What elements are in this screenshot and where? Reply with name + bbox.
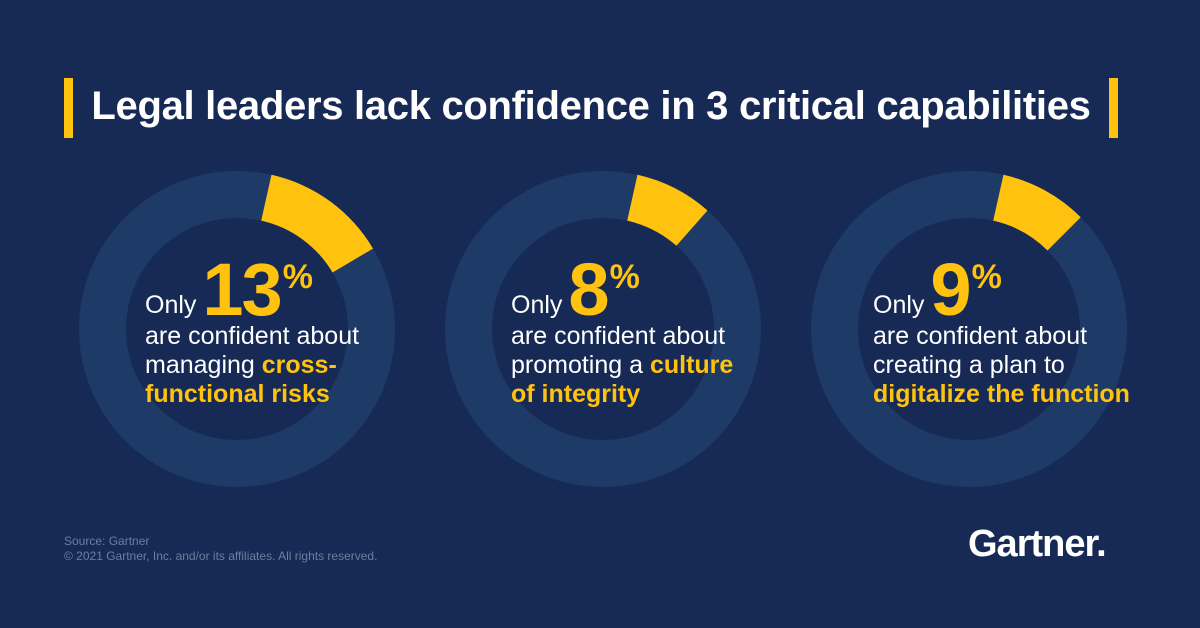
stat-line-2: managing cross-: [145, 351, 359, 380]
stat-line-3-highlight: of integrity: [511, 380, 641, 408]
stat-prefix: Only: [145, 291, 197, 319]
stat-prefix: Only: [873, 291, 925, 319]
stat-line-3: of integrity: [511, 380, 733, 409]
stat-line-2: creating a plan to: [873, 351, 1130, 380]
donut-track-3: [811, 171, 1127, 487]
stat-line-2-text: managing: [145, 351, 262, 379]
donut-slice-2: [627, 174, 708, 246]
title-accent-bar-left: [64, 78, 73, 138]
source-note: Source: Gartner: [64, 534, 150, 548]
stat-prefix: Only: [511, 291, 563, 319]
stat-line-2-highlight: culture: [649, 351, 734, 379]
stat-unit: %: [609, 258, 640, 296]
stat-line-2-text: creating a plan to: [873, 351, 1065, 379]
copyright-note: © 2021 Gartner, Inc. and/or its affiliat…: [64, 549, 378, 563]
stat-line-2-text: promoting a: [511, 351, 650, 379]
stat-number: 13: [202, 248, 282, 331]
stat-number: 8: [568, 248, 609, 331]
donut-slice-1: [261, 174, 373, 273]
stat-line-2: promoting a culture: [511, 351, 733, 380]
stat-line-3: digitalize the function: [873, 380, 1130, 409]
stat-line-1: are confident about: [873, 322, 1088, 350]
stat-line-3-highlight: functional risks: [145, 380, 330, 408]
donut-slice-3: [993, 174, 1081, 251]
stat-unit: %: [282, 258, 313, 296]
stat-line-3: functional risks: [145, 380, 359, 409]
gartner-logo: Gartner.: [968, 523, 1107, 566]
stat-line-3-highlight: digitalize the function: [873, 380, 1130, 408]
logo-mark: .: [1096, 523, 1107, 565]
stat-line-1: are confident about: [511, 322, 726, 350]
logo-text: Gartner: [968, 523, 1097, 565]
title-accent-bar-right: [1109, 78, 1118, 138]
footer: Source: Gartner © 2021 Gartner, Inc. and…: [64, 534, 377, 564]
stat-block-3: Only 9 % are confident about creating a …: [873, 248, 1130, 409]
page-title: Legal leaders lack confidence in 3 criti…: [91, 84, 1091, 128]
donut-track-2: [445, 171, 761, 487]
stat-line-2-highlight: cross-: [261, 351, 337, 379]
stat-block-1: Only 13 % are confident about managing c…: [145, 248, 360, 409]
title-block: Legal leaders lack confidence in 3 criti…: [64, 78, 1118, 138]
stat-line-1: are confident about: [145, 322, 360, 350]
stat-unit: %: [971, 258, 1002, 296]
stat-block-2: Only 8 % are confident about promoting a…: [511, 248, 733, 409]
stat-number: 9: [930, 248, 971, 331]
donut-track-1: [79, 171, 395, 487]
